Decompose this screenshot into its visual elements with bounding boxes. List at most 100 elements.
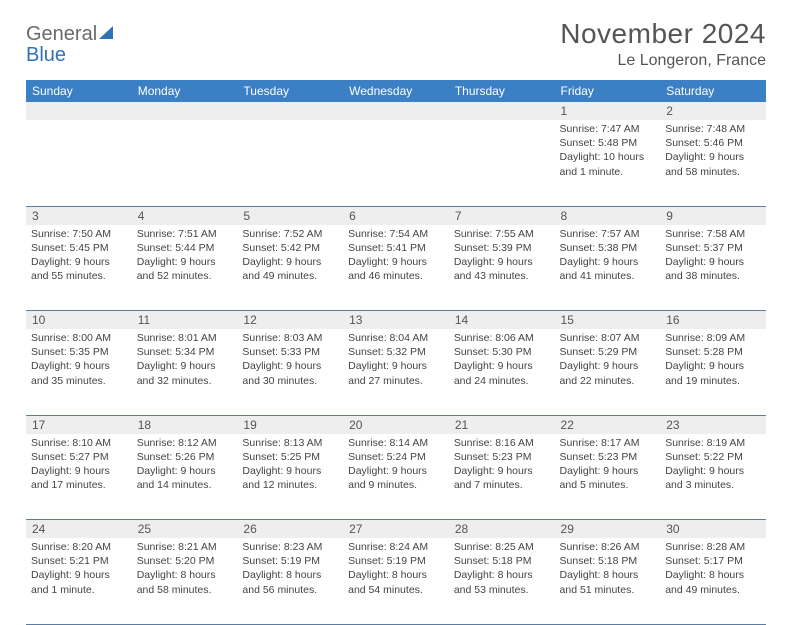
sunrise-line: Sunrise: 8:14 AM xyxy=(348,436,444,450)
day-cell: Sunrise: 8:00 AMSunset: 5:35 PMDaylight:… xyxy=(26,329,132,415)
day-cell: Sunrise: 8:01 AMSunset: 5:34 PMDaylight:… xyxy=(132,329,238,415)
day-details: Sunrise: 8:13 AMSunset: 5:25 PMDaylight:… xyxy=(237,434,343,497)
daylight-line: Daylight: 9 hours and 5 minutes. xyxy=(560,464,656,492)
daylight-line: Daylight: 9 hours and 38 minutes. xyxy=(665,255,761,283)
daylight-line: Daylight: 9 hours and 55 minutes. xyxy=(31,255,127,283)
day-cell: Sunrise: 7:54 AMSunset: 5:41 PMDaylight:… xyxy=(343,225,449,311)
calendar-table: SundayMondayTuesdayWednesdayThursdayFrid… xyxy=(26,80,766,625)
day-details: Sunrise: 8:06 AMSunset: 5:30 PMDaylight:… xyxy=(449,329,555,392)
day-number-cell xyxy=(132,102,238,120)
day-number-cell xyxy=(26,102,132,120)
day-cell xyxy=(237,120,343,206)
day-details: Sunrise: 7:55 AMSunset: 5:39 PMDaylight:… xyxy=(449,225,555,288)
day-details: Sunrise: 8:24 AMSunset: 5:19 PMDaylight:… xyxy=(343,538,449,601)
day-details: Sunrise: 8:19 AMSunset: 5:22 PMDaylight:… xyxy=(660,434,766,497)
day-detail-row: Sunrise: 8:20 AMSunset: 5:21 PMDaylight:… xyxy=(26,538,766,624)
day-details: Sunrise: 8:12 AMSunset: 5:26 PMDaylight:… xyxy=(132,434,238,497)
day-cell: Sunrise: 8:24 AMSunset: 5:19 PMDaylight:… xyxy=(343,538,449,624)
daylight-line: Daylight: 9 hours and 9 minutes. xyxy=(348,464,444,492)
day-cell xyxy=(343,120,449,206)
daylight-line: Daylight: 9 hours and 35 minutes. xyxy=(31,359,127,387)
sunset-line: Sunset: 5:17 PM xyxy=(665,554,761,568)
day-number-cell: 17 xyxy=(26,415,132,434)
sunrise-line: Sunrise: 8:26 AM xyxy=(560,540,656,554)
day-details: Sunrise: 8:04 AMSunset: 5:32 PMDaylight:… xyxy=(343,329,449,392)
day-cell xyxy=(26,120,132,206)
day-details: Sunrise: 8:23 AMSunset: 5:19 PMDaylight:… xyxy=(237,538,343,601)
day-cell xyxy=(449,120,555,206)
sunset-line: Sunset: 5:23 PM xyxy=(560,450,656,464)
sunset-line: Sunset: 5:26 PM xyxy=(137,450,233,464)
day-cell: Sunrise: 7:58 AMSunset: 5:37 PMDaylight:… xyxy=(660,225,766,311)
day-details: Sunrise: 8:09 AMSunset: 5:28 PMDaylight:… xyxy=(660,329,766,392)
sunset-line: Sunset: 5:18 PM xyxy=(454,554,550,568)
daylight-line: Daylight: 10 hours and 1 minute. xyxy=(560,150,656,178)
day-number-cell: 8 xyxy=(555,206,661,225)
day-number-cell: 3 xyxy=(26,206,132,225)
day-number-cell: 21 xyxy=(449,415,555,434)
day-details: Sunrise: 7:58 AMSunset: 5:37 PMDaylight:… xyxy=(660,225,766,288)
day-number-cell: 14 xyxy=(449,311,555,330)
weekday-header: Saturday xyxy=(660,80,766,102)
sunrise-line: Sunrise: 7:52 AM xyxy=(242,227,338,241)
sunset-line: Sunset: 5:25 PM xyxy=(242,450,338,464)
brand-text: General Blue xyxy=(26,24,116,66)
day-number-cell: 20 xyxy=(343,415,449,434)
day-cell xyxy=(132,120,238,206)
day-number-cell: 30 xyxy=(660,520,766,539)
daylight-line: Daylight: 9 hours and 12 minutes. xyxy=(242,464,338,492)
daylight-line: Daylight: 8 hours and 58 minutes. xyxy=(137,568,233,596)
day-number-cell: 12 xyxy=(237,311,343,330)
day-cell: Sunrise: 8:20 AMSunset: 5:21 PMDaylight:… xyxy=(26,538,132,624)
day-details: Sunrise: 8:03 AMSunset: 5:33 PMDaylight:… xyxy=(237,329,343,392)
sunset-line: Sunset: 5:20 PM xyxy=(137,554,233,568)
sunset-line: Sunset: 5:32 PM xyxy=(348,345,444,359)
day-details: Sunrise: 8:26 AMSunset: 5:18 PMDaylight:… xyxy=(555,538,661,601)
day-details: Sunrise: 8:20 AMSunset: 5:21 PMDaylight:… xyxy=(26,538,132,601)
day-cell: Sunrise: 8:09 AMSunset: 5:28 PMDaylight:… xyxy=(660,329,766,415)
daylight-line: Daylight: 8 hours and 54 minutes. xyxy=(348,568,444,596)
sunset-line: Sunset: 5:30 PM xyxy=(454,345,550,359)
day-cell: Sunrise: 8:03 AMSunset: 5:33 PMDaylight:… xyxy=(237,329,343,415)
title-block: November 2024 Le Longeron, France xyxy=(560,18,766,70)
day-details: Sunrise: 7:57 AMSunset: 5:38 PMDaylight:… xyxy=(555,225,661,288)
sunset-line: Sunset: 5:42 PM xyxy=(242,241,338,255)
day-number-cell xyxy=(237,102,343,120)
day-cell: Sunrise: 8:04 AMSunset: 5:32 PMDaylight:… xyxy=(343,329,449,415)
day-cell: Sunrise: 8:12 AMSunset: 5:26 PMDaylight:… xyxy=(132,434,238,520)
sunset-line: Sunset: 5:24 PM xyxy=(348,450,444,464)
sunset-line: Sunset: 5:37 PM xyxy=(665,241,761,255)
day-details: Sunrise: 7:52 AMSunset: 5:42 PMDaylight:… xyxy=(237,225,343,288)
day-number-row: 3456789 xyxy=(26,206,766,225)
daylight-line: Daylight: 9 hours and 19 minutes. xyxy=(665,359,761,387)
sunrise-line: Sunrise: 8:00 AM xyxy=(31,331,127,345)
sunset-line: Sunset: 5:48 PM xyxy=(560,136,656,150)
day-number-cell: 19 xyxy=(237,415,343,434)
day-cell: Sunrise: 8:19 AMSunset: 5:22 PMDaylight:… xyxy=(660,434,766,520)
calendar-page: General Blue November 2024 Le Longeron, … xyxy=(0,0,792,625)
daylight-line: Daylight: 9 hours and 7 minutes. xyxy=(454,464,550,492)
brand-line1: General xyxy=(26,23,97,45)
brand-logo: General Blue xyxy=(26,18,116,66)
daylight-line: Daylight: 9 hours and 3 minutes. xyxy=(665,464,761,492)
daylight-line: Daylight: 8 hours and 51 minutes. xyxy=(560,568,656,596)
sunrise-line: Sunrise: 8:20 AM xyxy=(31,540,127,554)
daylight-line: Daylight: 9 hours and 43 minutes. xyxy=(454,255,550,283)
daylight-line: Daylight: 9 hours and 1 minute. xyxy=(31,568,127,596)
sunrise-line: Sunrise: 7:51 AM xyxy=(137,227,233,241)
weekday-header: Thursday xyxy=(449,80,555,102)
day-number-row: 17181920212223 xyxy=(26,415,766,434)
sunset-line: Sunset: 5:19 PM xyxy=(348,554,444,568)
day-number-cell: 6 xyxy=(343,206,449,225)
sunset-line: Sunset: 5:23 PM xyxy=(454,450,550,464)
day-number-cell: 23 xyxy=(660,415,766,434)
day-details: Sunrise: 7:51 AMSunset: 5:44 PMDaylight:… xyxy=(132,225,238,288)
brand-line2: Blue xyxy=(26,44,66,66)
day-number-row: 12 xyxy=(26,102,766,120)
daylight-line: Daylight: 9 hours and 27 minutes. xyxy=(348,359,444,387)
day-number-cell xyxy=(449,102,555,120)
sunrise-line: Sunrise: 8:04 AM xyxy=(348,331,444,345)
day-detail-row: Sunrise: 8:10 AMSunset: 5:27 PMDaylight:… xyxy=(26,434,766,520)
day-detail-row: Sunrise: 7:47 AMSunset: 5:48 PMDaylight:… xyxy=(26,120,766,206)
day-number-cell: 11 xyxy=(132,311,238,330)
